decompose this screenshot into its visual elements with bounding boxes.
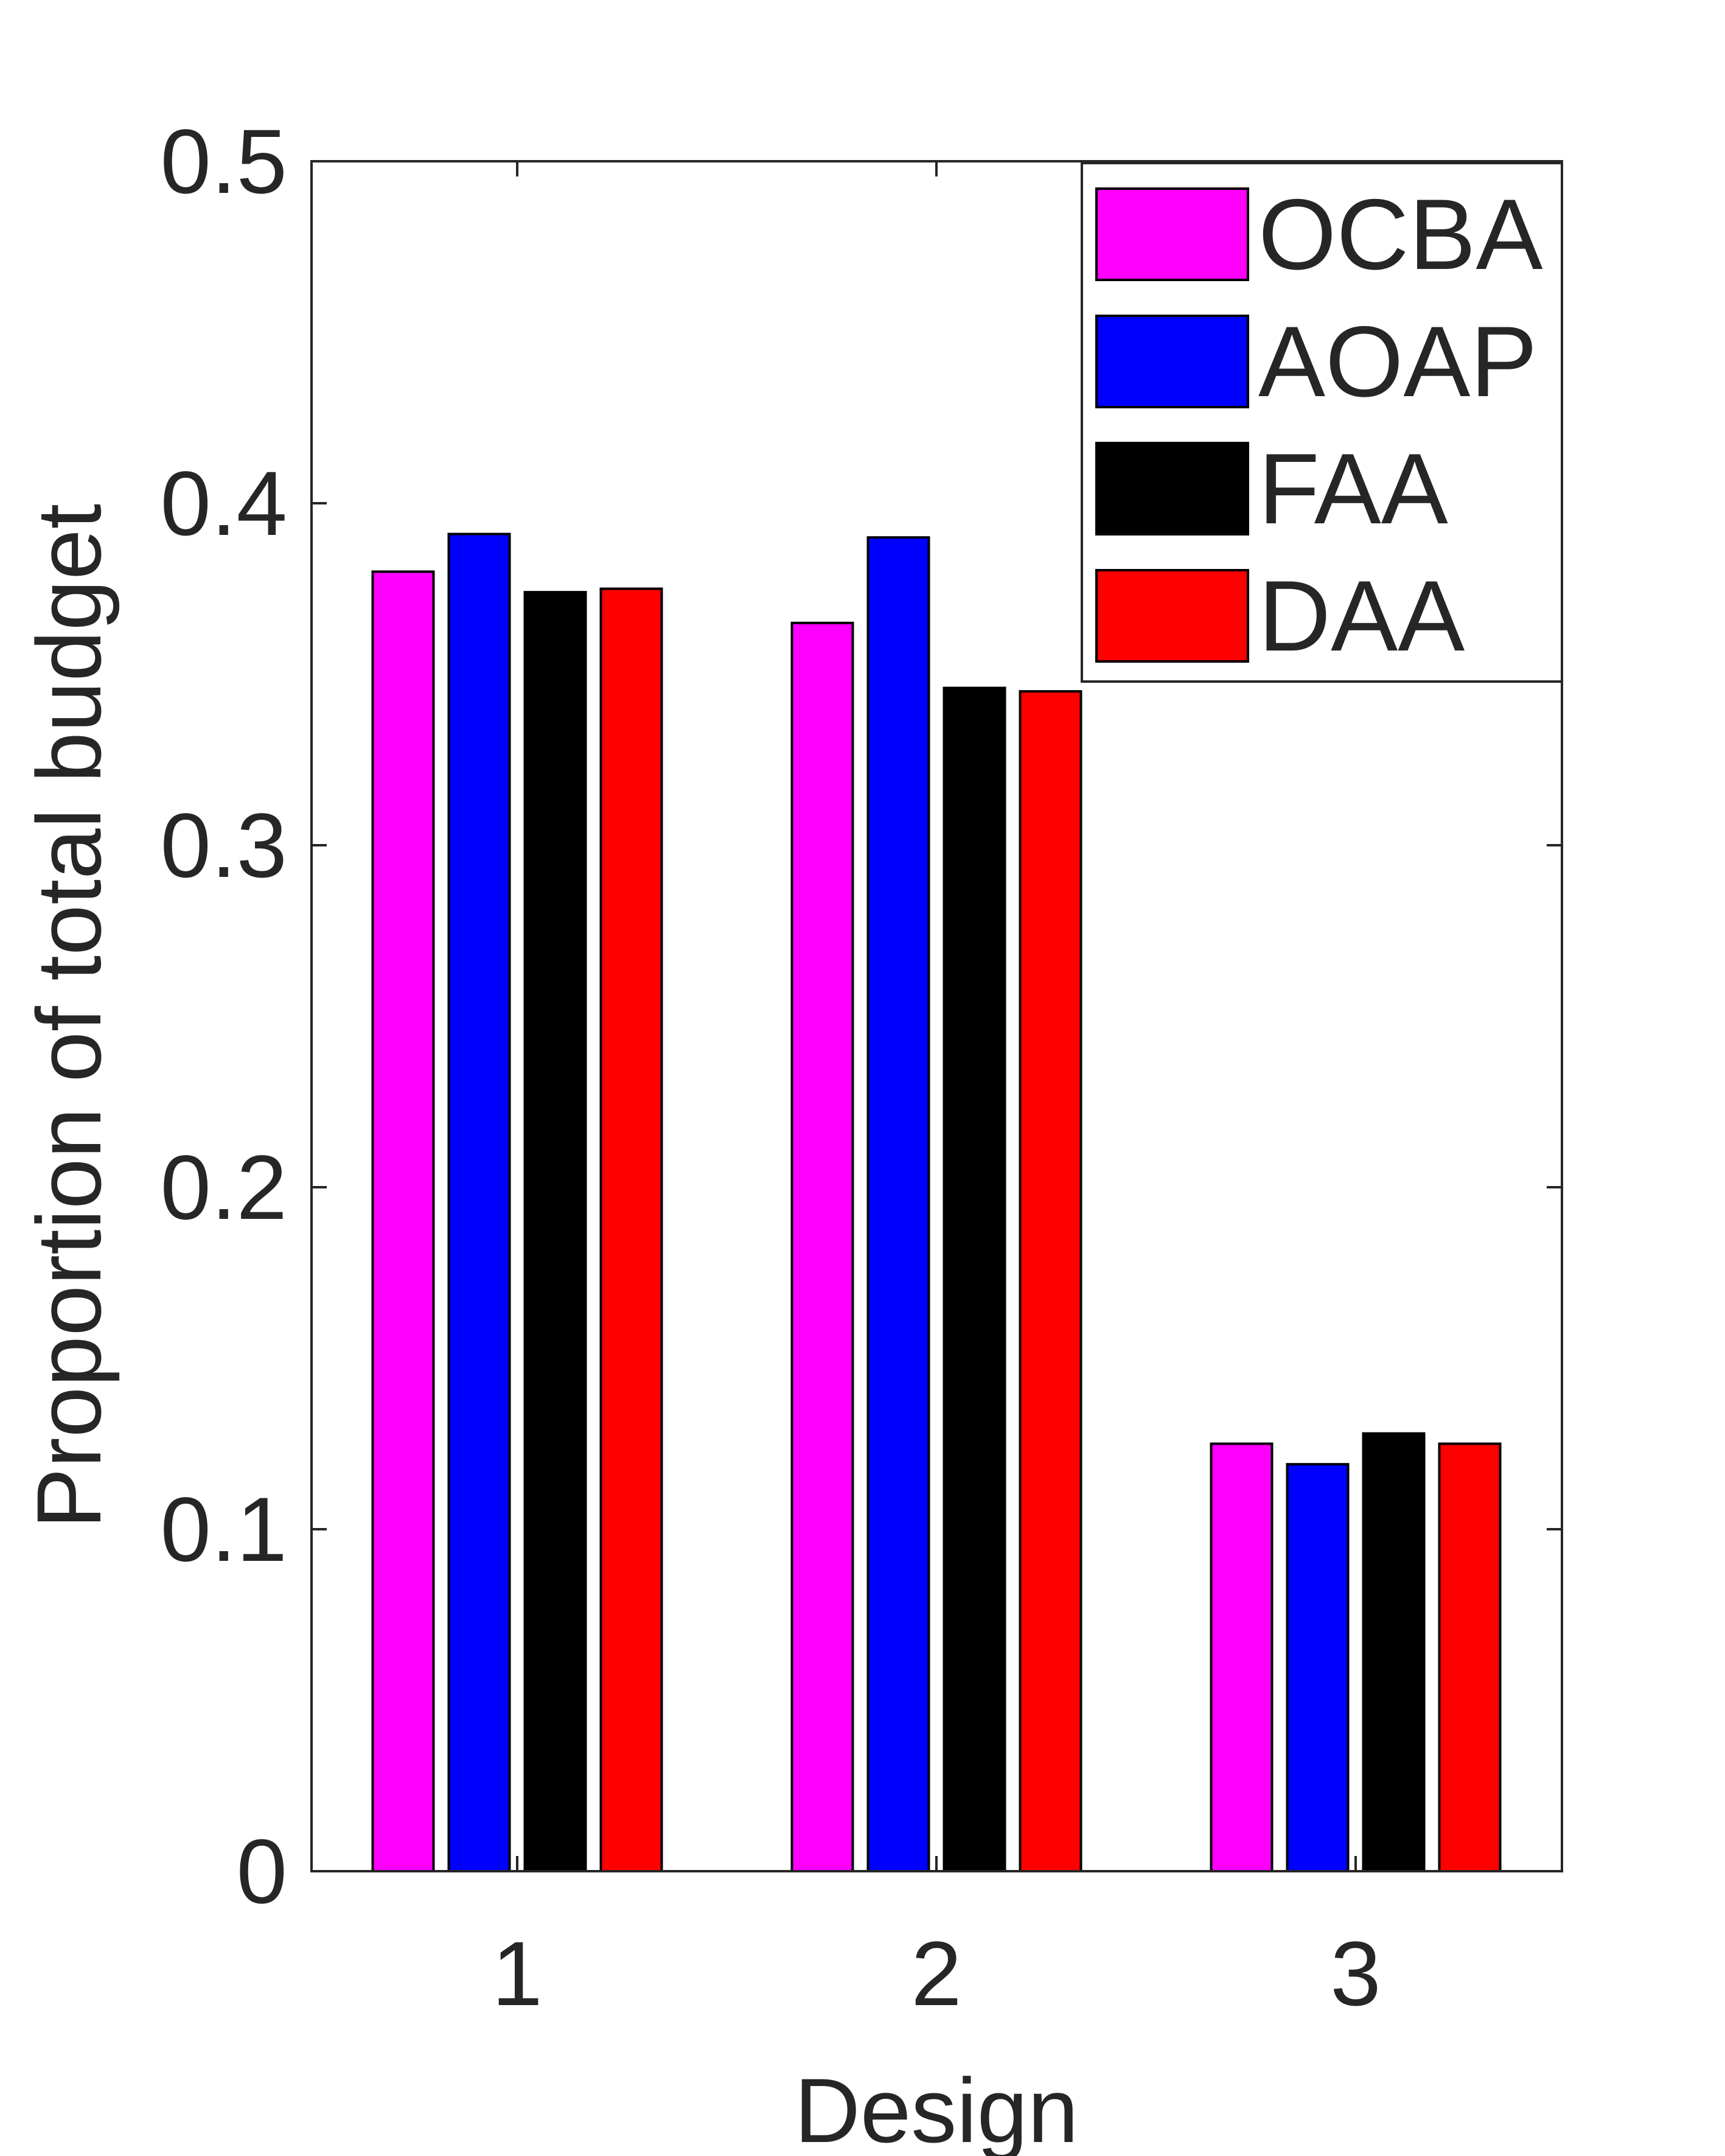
y-tick-label: 0.5: [160, 110, 287, 212]
y-tick-label: 0.2: [160, 1136, 287, 1238]
legend-swatch-ocba: [1095, 187, 1249, 281]
tick-labels-layer: 0 0.1 0.2 0.3 0.4 0.5 1 2 3: [160, 110, 1381, 2025]
x-tick-label: 3: [1330, 1922, 1381, 2025]
x-tick-label: 2: [911, 1922, 961, 2025]
bar-faa-design-2: [943, 686, 1006, 1872]
x-tick-label: 1: [492, 1922, 542, 2025]
bar-ocba-design-1: [371, 570, 435, 1873]
y-axis-title: Proportion of total budget: [18, 504, 120, 1529]
legend-swatch-aoap: [1095, 315, 1249, 408]
bar-daa-design-1: [599, 587, 663, 1872]
bar-aoap-design-1: [447, 532, 511, 1872]
y-tick-label: 0: [237, 1820, 287, 1922]
bar-ocba-design-3: [1210, 1442, 1274, 1872]
bar-daa-design-3: [1438, 1442, 1502, 1872]
bars-layer: [371, 532, 1502, 1873]
y-tick-label: 0.4: [160, 452, 287, 554]
x-axis-title: Design: [795, 2059, 1079, 2156]
ticks-layer: [312, 160, 1562, 1872]
y-tick-label: 0.3: [160, 794, 287, 896]
bar-aoap-design-2: [866, 536, 930, 1873]
bar-aoap-design-3: [1286, 1463, 1350, 1872]
y-tick-label: 0.1: [160, 1478, 287, 1580]
legend-label-daa: DAA: [1258, 560, 1465, 672]
legend-swatch-faa: [1095, 442, 1249, 536]
legend-label-faa: FAA: [1258, 433, 1448, 545]
legend-swatch-daa: [1095, 569, 1249, 663]
legend: OCBA AOAP FAA DAA: [1081, 162, 1563, 683]
bar-faa-design-1: [523, 591, 587, 1872]
legend-label-ocba: OCBA: [1258, 178, 1543, 290]
bar-faa-design-3: [1362, 1432, 1426, 1872]
bar-ocba-design-2: [790, 621, 854, 1873]
legend-label-aoap: AOAP: [1258, 305, 1538, 417]
bar-daa-design-2: [1019, 690, 1082, 1872]
